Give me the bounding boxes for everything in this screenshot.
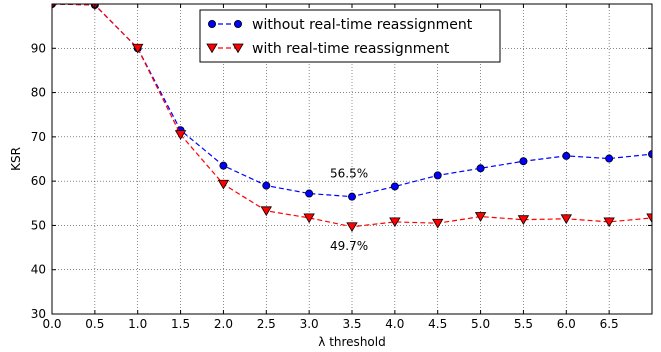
data-point: [476, 164, 485, 173]
y-tick-label: 60: [31, 174, 46, 188]
data-point: [433, 171, 442, 180]
x-tick-label: 1.0: [128, 317, 147, 331]
x-tick-label: 3.0: [300, 317, 319, 331]
x-tick-label: 0.0: [42, 317, 61, 331]
data-point: [519, 157, 528, 166]
x-tick-label: 6.0: [557, 317, 576, 331]
data-point: [560, 214, 572, 225]
data-point: [233, 19, 242, 28]
series-2: [52, 4, 652, 233]
data-point: [347, 192, 356, 201]
data-point: [305, 189, 314, 198]
x-tick-label: 2.0: [214, 317, 233, 331]
x-tick-label: 0.5: [85, 317, 104, 331]
data-point: [132, 43, 144, 54]
annotations: 56.5% 49.7%: [330, 167, 368, 253]
data-point: [217, 179, 230, 190]
y-axis-label: KSR: [9, 147, 23, 171]
data-label: 56.5%: [330, 167, 368, 181]
y-tick-label: 90: [31, 41, 46, 55]
data-point: [346, 222, 358, 233]
x-tick-label: 5.0: [471, 317, 490, 331]
data-point: [206, 43, 218, 54]
data-point: [646, 213, 652, 224]
x-tick-label: 6.5: [600, 317, 619, 331]
data-point: [207, 19, 216, 28]
data-label: 49.7%: [330, 239, 368, 253]
data-point: [262, 181, 271, 190]
data-point: [219, 161, 228, 170]
x-tick-label: 5.5: [514, 317, 533, 331]
legend-entry-label: without real-time reassignment: [252, 17, 473, 33]
x-tick-label: 2.5: [257, 317, 276, 331]
x-axis-label: λ threshold: [318, 335, 385, 349]
data-point: [517, 215, 530, 225]
y-tick-label: 80: [31, 86, 46, 100]
legend-entry-label: with real-time reassignment: [252, 41, 450, 57]
data-point: [432, 218, 444, 229]
data-point: [603, 217, 615, 228]
x-tick-label: 4.0: [385, 317, 404, 331]
data-point: [303, 213, 315, 224]
data-point: [562, 151, 571, 160]
y-tick-label: 70: [31, 130, 46, 144]
x-tick-label: 1.5: [171, 317, 190, 331]
data-point: [174, 130, 187, 140]
x-tick-label: 4.5: [428, 317, 447, 331]
series-layer: [52, 4, 652, 233]
y-tick-label: 30: [31, 307, 46, 321]
data-point: [605, 154, 614, 163]
x-tick-label: 3.5: [342, 317, 361, 331]
y-tick-label: 50: [31, 218, 46, 232]
ticks: 0.0 0.5 1.0 1.5 2.0 2.5 3.0 3.5 4.0 4.5 5.0 5.5 6.0 6…: [31, 4, 652, 331]
data-point: [648, 150, 652, 159]
legend-box: [199, 9, 501, 63]
legend: without real-time reassignment with real-…: [199, 9, 501, 63]
data-point: [389, 217, 401, 228]
data-point: [260, 206, 272, 217]
data-point: [232, 43, 244, 54]
data-point: [474, 212, 487, 222]
y-tick-label: 40: [31, 263, 46, 277]
data-point: [390, 182, 399, 191]
